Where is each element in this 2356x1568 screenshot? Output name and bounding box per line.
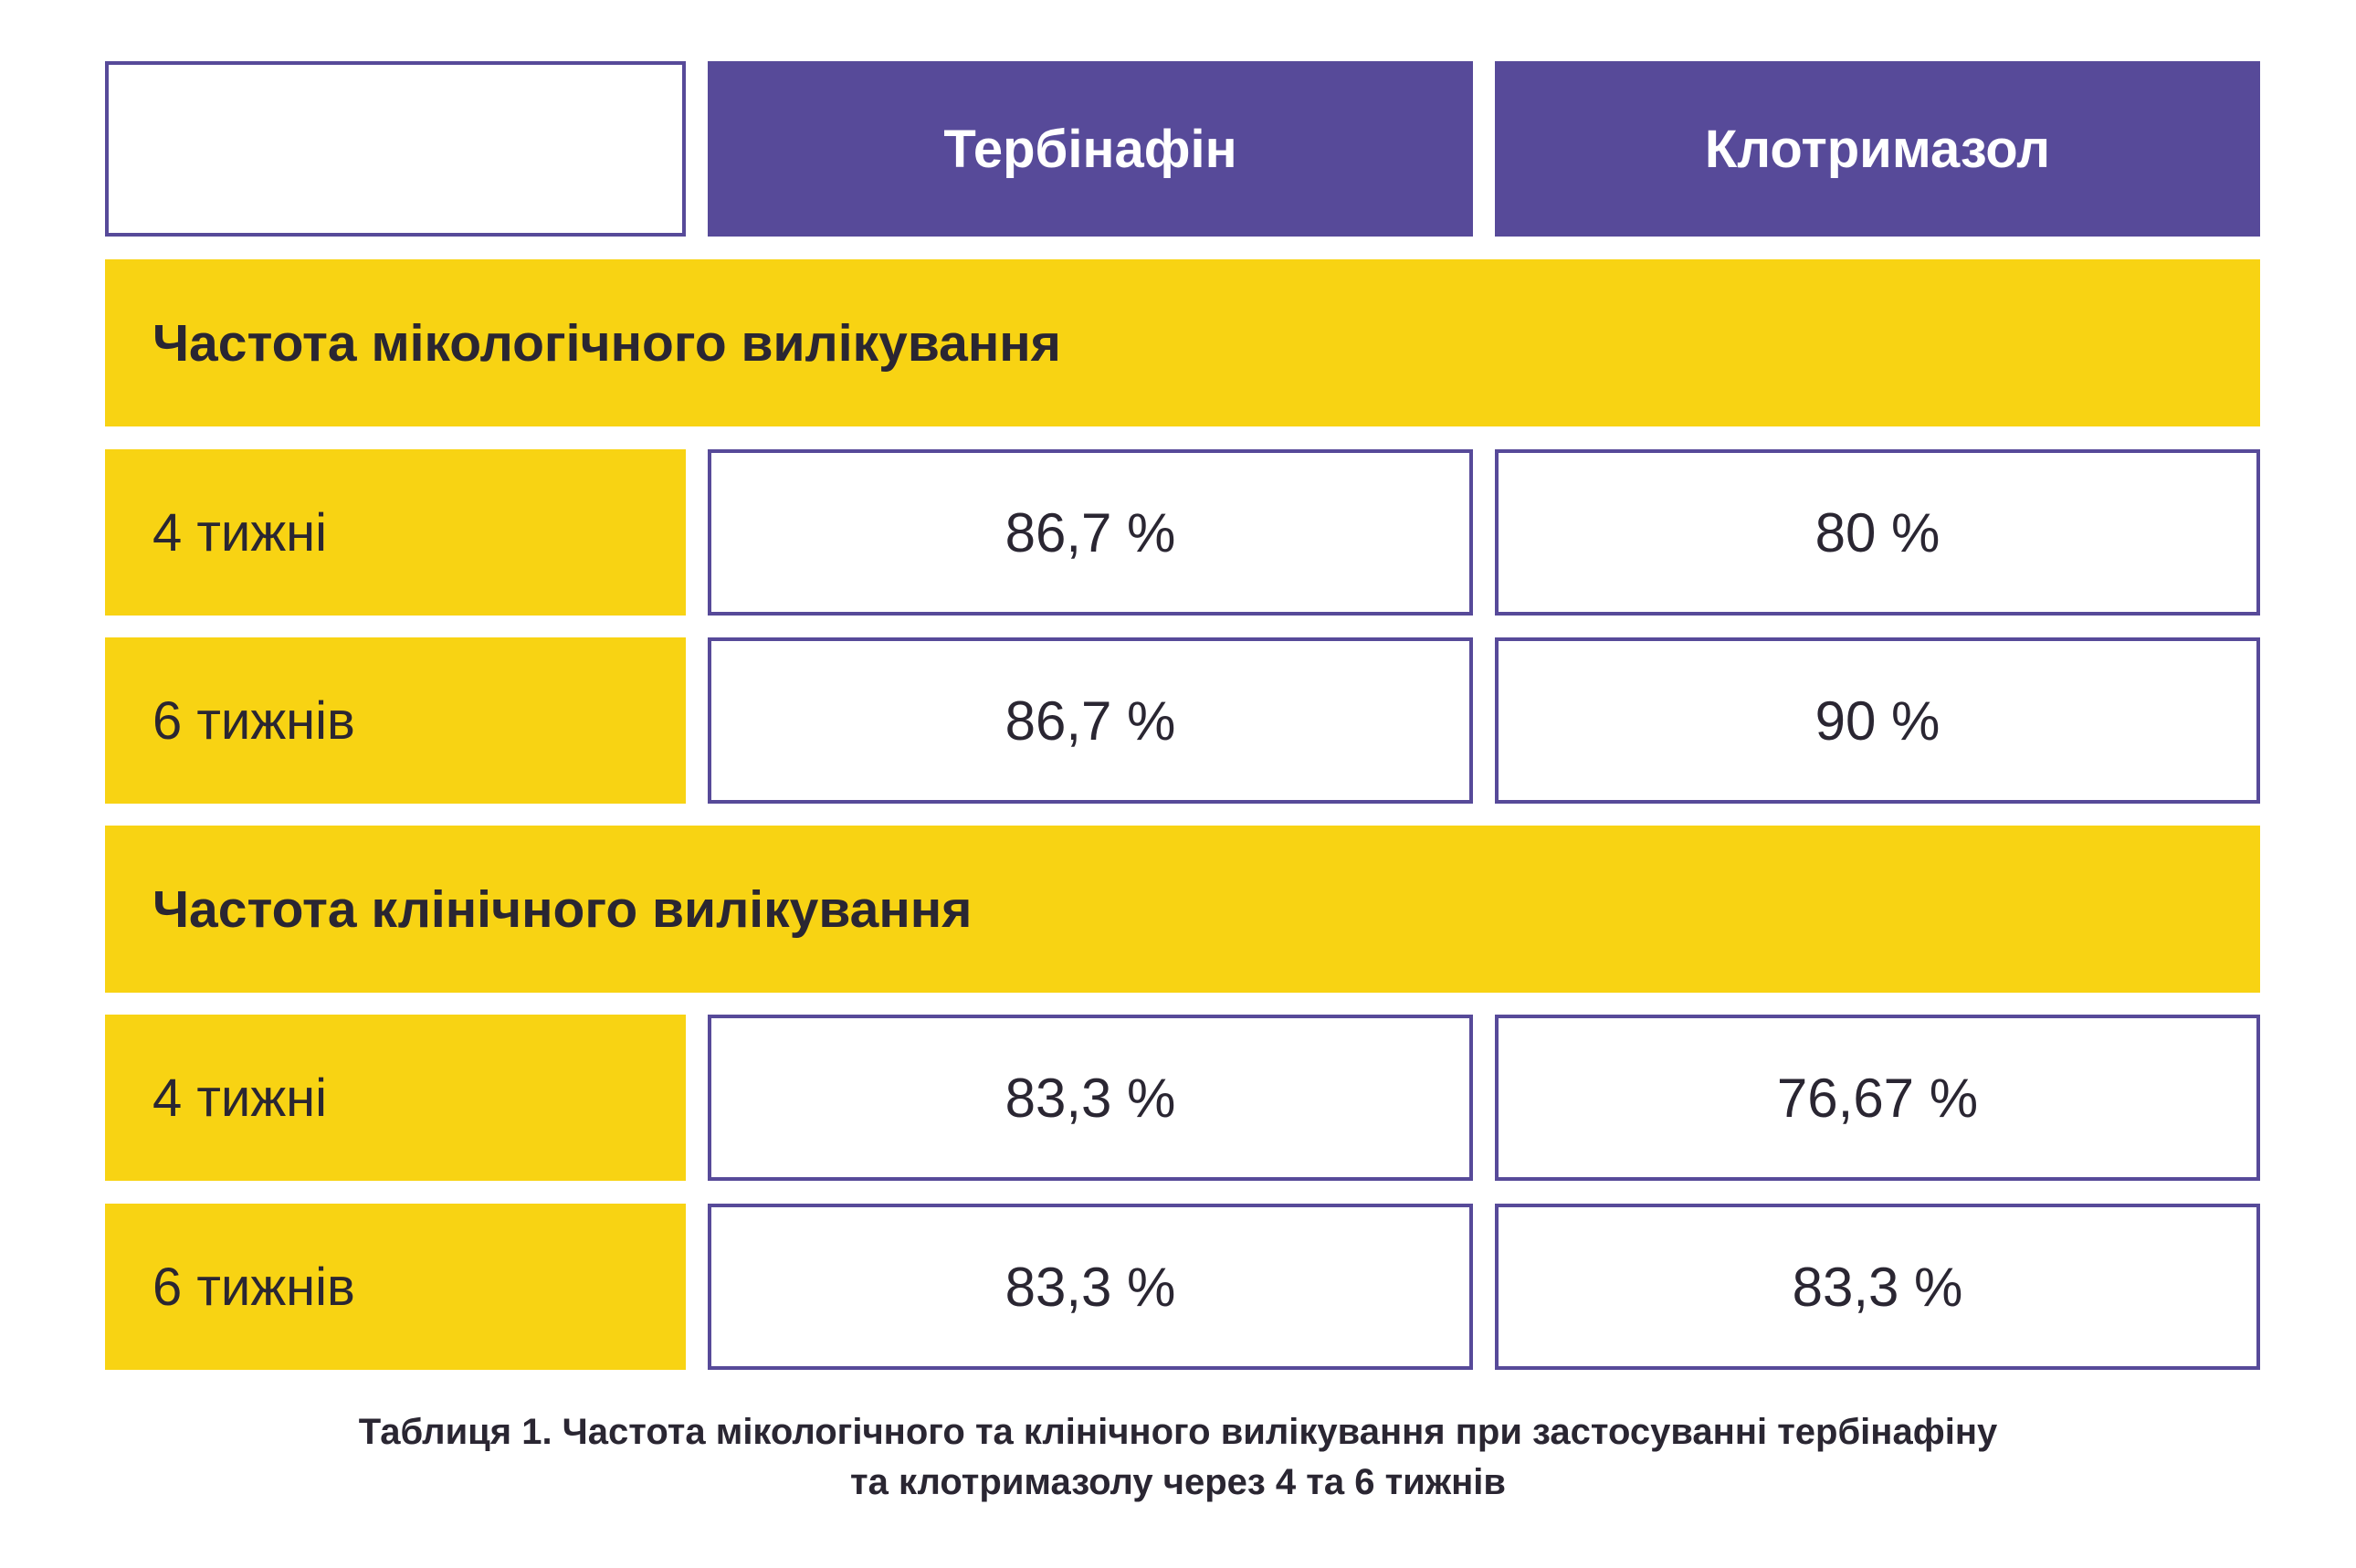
section-title-mycological: Частота мікологічного вилікування [105,259,2260,426]
table-caption-line1: Таблиця 1. Частота мікологічного та клін… [358,1412,1998,1452]
row-label: 4 тижні [105,1015,686,1181]
value-cell-clotrimazole: 90 % [1495,637,2260,804]
section-title-text: Частота клінічного вилікування [153,879,973,939]
value-cell-clotrimazole: 76,67 % [1495,1015,2260,1181]
value-text: 83,3 % [1004,1256,1176,1318]
section-title-text: Частота мікологічного вилікування [153,313,1061,373]
value-text: 86,7 % [1004,689,1176,752]
value-cell-terbinafine: 86,7 % [708,449,1473,616]
header-terbinafine-label: Тербінафін [943,119,1237,179]
value-text: 90 % [1814,689,1941,752]
row-label: 6 тижнів [105,1204,686,1370]
row-label-text: 6 тижнів [153,1257,355,1317]
row-label-text: 6 тижнів [153,690,355,751]
row-label: 4 тижні [105,449,686,616]
header-empty-cell [105,61,686,237]
section-title-clinical: Частота клінічного вилікування [105,826,2260,993]
value-cell-clotrimazole: 80 % [1495,449,2260,616]
row-label-text: 4 тижні [153,1068,328,1128]
header-terbinafine: Тербінафін [708,61,1473,237]
value-cell-terbinafine: 83,3 % [708,1204,1473,1370]
value-text: 80 % [1814,501,1941,563]
row-label-text: 4 тижні [153,502,328,563]
header-clotrimazole-label: Клотримазол [1704,119,2051,179]
value-cell-clotrimazole: 83,3 % [1495,1204,2260,1370]
value-text: 86,7 % [1004,501,1176,563]
row-label: 6 тижнів [105,637,686,804]
table-caption-line2: та клотримазолу через 4 та 6 тижнів [850,1462,1506,1502]
value-cell-terbinafine: 83,3 % [708,1015,1473,1181]
value-cell-terbinafine: 86,7 % [708,637,1473,804]
value-text: 76,67 % [1776,1067,1979,1129]
header-clotrimazole: Клотримазол [1495,61,2260,237]
value-text: 83,3 % [1004,1067,1176,1129]
value-text: 83,3 % [1792,1256,1963,1318]
